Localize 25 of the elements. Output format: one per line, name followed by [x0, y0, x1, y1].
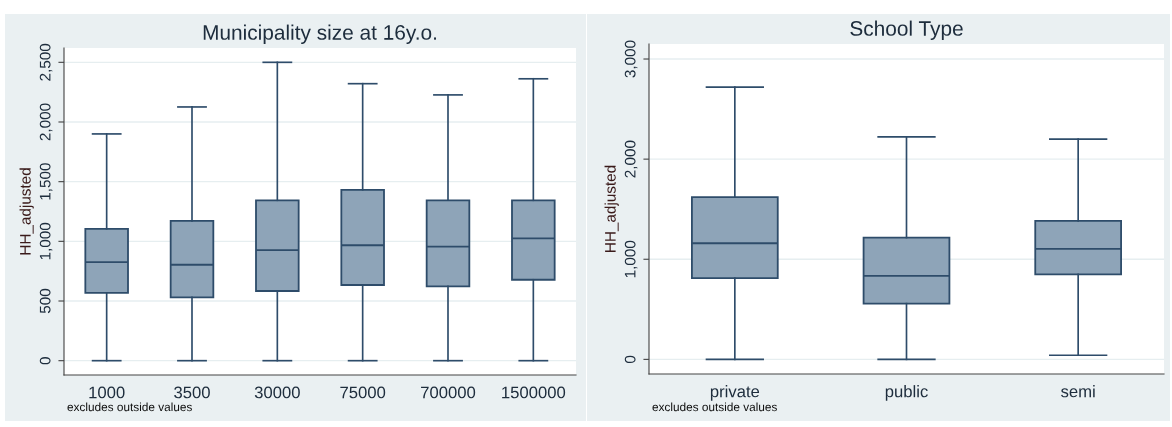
x-tick-label: 1500000 [502, 386, 566, 399]
chart-title: Municipality size at 16y.o. [203, 24, 437, 44]
y-axis-title: HH_adjusted [604, 165, 619, 252]
y-tick-label: 1,000 [39, 222, 53, 260]
y-tick-label: 0 [39, 357, 51, 365]
x-tick-label: public [885, 385, 928, 401]
y-tick-label: 3,000 [624, 40, 638, 78]
chart-title: School Type [850, 20, 963, 40]
y-axis-title: HH_adjusted [19, 168, 34, 255]
y-tick-label: 500 [39, 288, 51, 314]
y-tick-label: 2,000 [624, 140, 638, 178]
x-tick-label: 3500 [174, 386, 210, 399]
y-tick-label: 2,000 [39, 103, 53, 141]
text: excludes outside values [652, 402, 777, 412]
x-tick-label: semi [1061, 385, 1095, 398]
y-tick-label: 1,500 [39, 163, 53, 200]
x-tick-label: 30000 [254, 386, 300, 399]
y-tick-label: 2,500 [39, 43, 53, 81]
text: excludes outside values [67, 402, 192, 412]
x-tick-label: 700000 [421, 386, 476, 399]
x-tick-label: private [710, 385, 760, 401]
y-tick-label: 0 [624, 355, 636, 364]
y-tick-label: 1,000 [624, 240, 638, 278]
x-tick-label: 75000 [340, 386, 386, 399]
x-tick-label: 1000 [89, 386, 125, 399]
